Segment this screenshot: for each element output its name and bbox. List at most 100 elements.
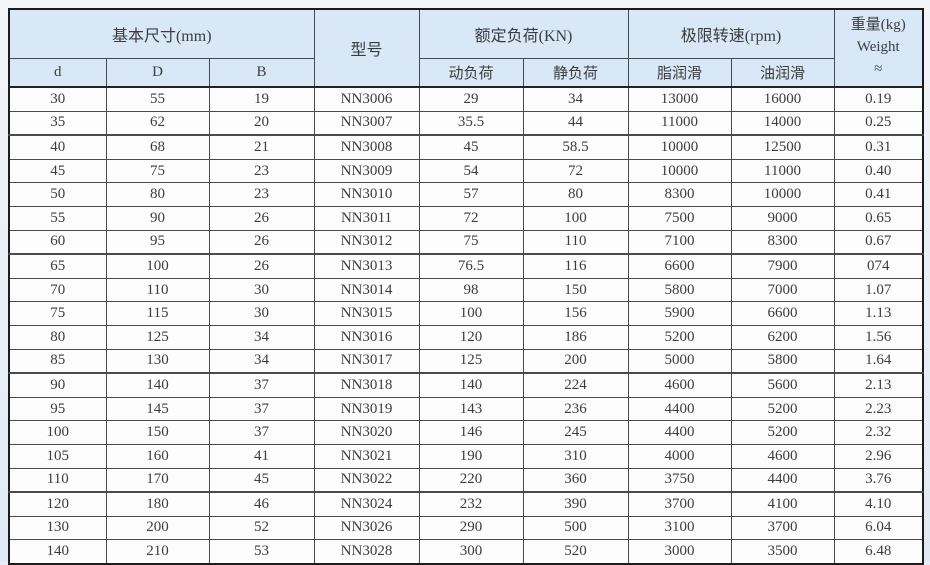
table-cell: 120: [418, 324, 524, 350]
table-cell: 30: [208, 301, 315, 326]
table-row: 110 170 45 NN3022 220 360 3750 4400 3.76: [8, 467, 924, 494]
table-cell: 4600: [730, 443, 835, 469]
table-cell: 11000: [730, 158, 835, 184]
table-cell: 3000: [627, 539, 732, 565]
table-cell: 310: [522, 443, 629, 469]
table-cell: 0.40: [833, 158, 924, 184]
table-cell: 30: [208, 277, 315, 303]
table-cell: 20: [208, 110, 315, 137]
table-cell: 130: [105, 348, 210, 375]
header-basic-dimensions: 基本尺寸(mm): [8, 8, 315, 59]
table-cell: 57: [418, 182, 524, 207]
table-cell: 35: [8, 110, 107, 137]
table-cell: 5000: [627, 348, 732, 375]
table-cell: 145: [105, 396, 210, 422]
table-cell: NN3008: [313, 134, 420, 160]
table-cell: 23: [208, 182, 315, 207]
table-cell: 34: [522, 86, 629, 112]
table-cell: 110: [522, 229, 629, 256]
table-cell: 53: [208, 539, 315, 565]
table-cell: 290: [418, 515, 524, 541]
table-cell: 40: [8, 134, 107, 160]
table-cell: 70: [8, 277, 107, 303]
table-cell: NN3024: [313, 491, 420, 517]
table-cell: NN3020: [313, 420, 420, 445]
table-cell: 1.56: [833, 324, 924, 350]
table-cell: 0.67: [833, 229, 924, 256]
table-cell: 7900: [730, 253, 835, 279]
table-cell: NN3006: [313, 86, 420, 112]
table-cell: 5200: [627, 324, 732, 350]
table-cell: NN3028: [313, 539, 420, 565]
table-cell: NN3011: [313, 205, 420, 231]
table-cell: 75: [418, 229, 524, 256]
bearing-spec-table: 基本尺寸(mm) 型号 额定负荷(KN) 极限转速(rpm) 重量(kg) We…: [8, 8, 924, 565]
table-cell: NN3007: [313, 110, 420, 137]
table-cell: 300: [418, 539, 524, 565]
table-row: 140 210 53 NN3028 300 520 3000 3500 6.48: [8, 539, 924, 565]
table-cell: 10000: [627, 158, 732, 184]
table-cell: 143: [418, 396, 524, 422]
table-cell: 130: [8, 515, 107, 541]
table-cell: 125: [418, 348, 524, 375]
table-cell: 7100: [627, 229, 732, 256]
table-cell: 125: [105, 324, 210, 350]
table-cell: 2.32: [833, 420, 924, 445]
table-cell: 0.65: [833, 205, 924, 231]
table-cell: 11000: [627, 110, 732, 137]
table-cell: 14000: [730, 110, 835, 137]
table-cell: 8300: [627, 182, 732, 207]
table-cell: 12500: [730, 134, 835, 160]
table-cell: 110: [105, 277, 210, 303]
table-cell: 100: [522, 205, 629, 231]
table-cell: 76.5: [418, 253, 524, 279]
table-cell: 0.19: [833, 86, 924, 112]
table-row: 120 180 46 NN3024 232 390 3700 4100 4.10: [8, 491, 924, 517]
table-cell: 200: [105, 515, 210, 541]
table-cell: 7000: [730, 277, 835, 303]
table-cell: 72: [418, 205, 524, 231]
subheader-B: B: [208, 58, 315, 88]
table-cell: 110: [8, 467, 107, 494]
table-cell: 90: [8, 372, 107, 398]
table-row: 105 160 41 NN3021 190 310 4000 4600 2.96: [8, 443, 924, 469]
header-weight-en: Weight: [856, 39, 900, 56]
table-row: 95 145 37 NN3019 143 236 4400 5200 2.23: [8, 396, 924, 422]
table-cell: 45: [208, 467, 315, 494]
table-cell: 50: [8, 182, 107, 207]
table-row: 60 95 26 NN3012 75 110 7100 8300 0.67: [8, 229, 924, 256]
table-cell: 4600: [627, 372, 732, 398]
table-row: 130 200 52 NN3026 290 500 3100 3700 6.04: [8, 515, 924, 541]
table-cell: 95: [8, 396, 107, 422]
table-cell: NN3016: [313, 324, 420, 350]
subheader-grease-lubrication: 脂润滑: [627, 58, 732, 88]
table-cell: NN3022: [313, 467, 420, 494]
table-row: 65 100 26 NN3013 76.5 116 6600 7900 074: [8, 253, 924, 279]
table-row: 40 68 21 NN3008 45 58.5 10000 12500 0.31: [8, 134, 924, 160]
header-group-row: 基本尺寸(mm) 型号 额定负荷(KN) 极限转速(rpm) 重量(kg) We…: [8, 8, 924, 88]
table-cell: 10000: [627, 134, 732, 160]
table-cell: 35.5: [418, 110, 524, 137]
table-body: 30 55 19 NN3006 29 34 13000 16000 0.19 35 62 20 NN30…: [8, 86, 924, 565]
table-cell: 150: [522, 277, 629, 303]
table-cell: NN3018: [313, 372, 420, 398]
table-row: 35 62 20 NN3007 35.5 44 11000 14000 0.25: [8, 110, 924, 137]
table-cell: 55: [105, 86, 210, 112]
table-cell: 140: [105, 372, 210, 398]
table-cell: 4100: [730, 491, 835, 517]
table-cell: 1.07: [833, 277, 924, 303]
table-cell: 4400: [627, 396, 732, 422]
table-cell: NN3019: [313, 396, 420, 422]
table-cell: 95: [105, 229, 210, 256]
table-cell: 3500: [730, 539, 835, 565]
table-row: 80 125 34 NN3016 120 186 5200 6200 1.56: [8, 324, 924, 350]
header-sub-row: d D B 动负荷 静负荷 脂润滑 油润滑: [8, 58, 923, 88]
table-cell: 8300: [730, 229, 835, 256]
table-cell: NN3021: [313, 443, 420, 469]
table-row: 45 75 23 NN3009 54 72 10000 11000 0.40: [8, 158, 924, 184]
table-cell: NN3013: [313, 253, 420, 279]
table-cell: 4.10: [833, 491, 924, 517]
table-cell: 100: [418, 301, 524, 326]
table-cell: 2.23: [833, 396, 924, 422]
